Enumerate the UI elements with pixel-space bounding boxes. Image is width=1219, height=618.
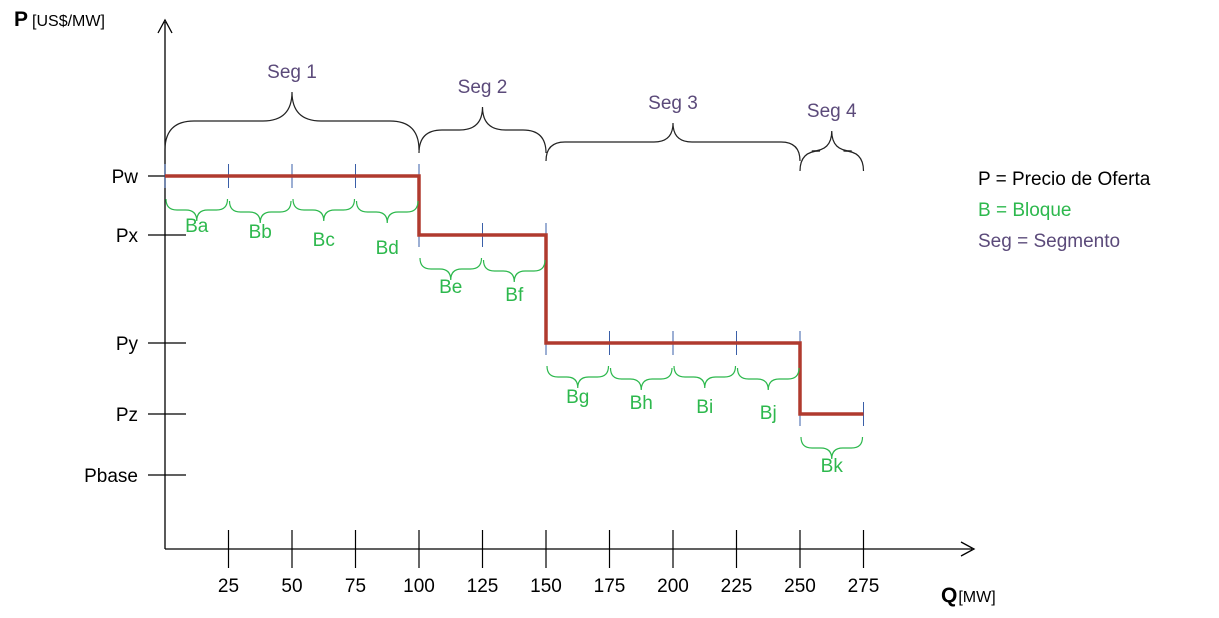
y-axis-title: P [US$/MW] [14,8,105,32]
quantity-label-150: 150 [530,576,562,597]
block-label-bc: Bc [313,230,335,251]
block-brace-bh [609,367,673,391]
block-brace-ba [165,198,229,222]
block-label-bg: Bg [566,387,589,408]
block-brace-be [419,257,483,281]
quantity-label-75: 75 [345,576,366,597]
segment-brace-1 [164,91,420,151]
block-brace-bc [292,198,356,222]
quantity-label-100: 100 [403,576,435,597]
legend: P = Precio de Oferta B = Bloque Seg = Se… [978,164,1150,257]
block-label-ba: Ba [185,216,209,237]
legend-segment: Seg = Segmento [978,231,1121,252]
x-axis-arrow [960,541,976,557]
quantity-label-125: 125 [467,576,499,597]
quantity-label-275: 275 [848,576,880,597]
block-brace-bd [355,200,419,224]
segment-label-1: Seg 1 [267,62,317,83]
block-brace-bf [482,259,546,283]
legend-block: B = Bloque [978,200,1072,221]
segment-brace-3 [545,122,801,162]
legend-price: P = Precio de Oferta [978,169,1151,190]
quantity-label-200: 200 [657,576,689,597]
block-label-bi: Bi [696,397,713,418]
x-axis-symbol: Q [941,584,958,607]
block-brace-bi [673,365,737,389]
block-brace-bb [228,200,292,224]
y-axis-arrow [157,18,173,34]
segment-brace-2 [418,106,547,154]
block-brace-bj [736,367,800,391]
price-label-pw: Pw [112,167,139,188]
quantity-label-250: 250 [784,576,816,597]
block-brace-bk [800,436,864,460]
price-label-py: Py [116,334,139,355]
block-label-bk: Bk [821,456,844,477]
block-brace-bg [546,365,610,389]
segment-brace-4 [799,130,865,172]
block-label-be: Be [439,277,462,298]
price-label-px: Px [116,226,139,247]
x-axis-unit: [MW] [958,589,996,606]
block-label-bd: Bd [376,238,399,259]
y-axis-symbol: P [14,8,29,31]
segment-label-2: Seg 2 [458,77,508,98]
x-axis-title: Q[MW] [941,584,996,608]
price-label-pbase: Pbase [84,466,138,487]
block-label-bj: Bj [760,403,777,424]
quantity-label-25: 25 [218,576,239,597]
y-axis-unit: [US$/MW] [32,13,105,30]
quantity-label-225: 225 [721,576,753,597]
bid-step-curve [165,174,864,416]
segment-label-4: Seg 4 [807,101,857,122]
quantity-label-175: 175 [594,576,626,597]
segment-label-3: Seg 3 [648,93,698,114]
block-label-bf: Bf [505,285,524,306]
block-label-bb: Bb [249,222,272,243]
quantity-label-50: 50 [281,576,302,597]
block-label-bh: Bh [630,393,653,414]
price-label-pz: Pz [116,405,138,426]
